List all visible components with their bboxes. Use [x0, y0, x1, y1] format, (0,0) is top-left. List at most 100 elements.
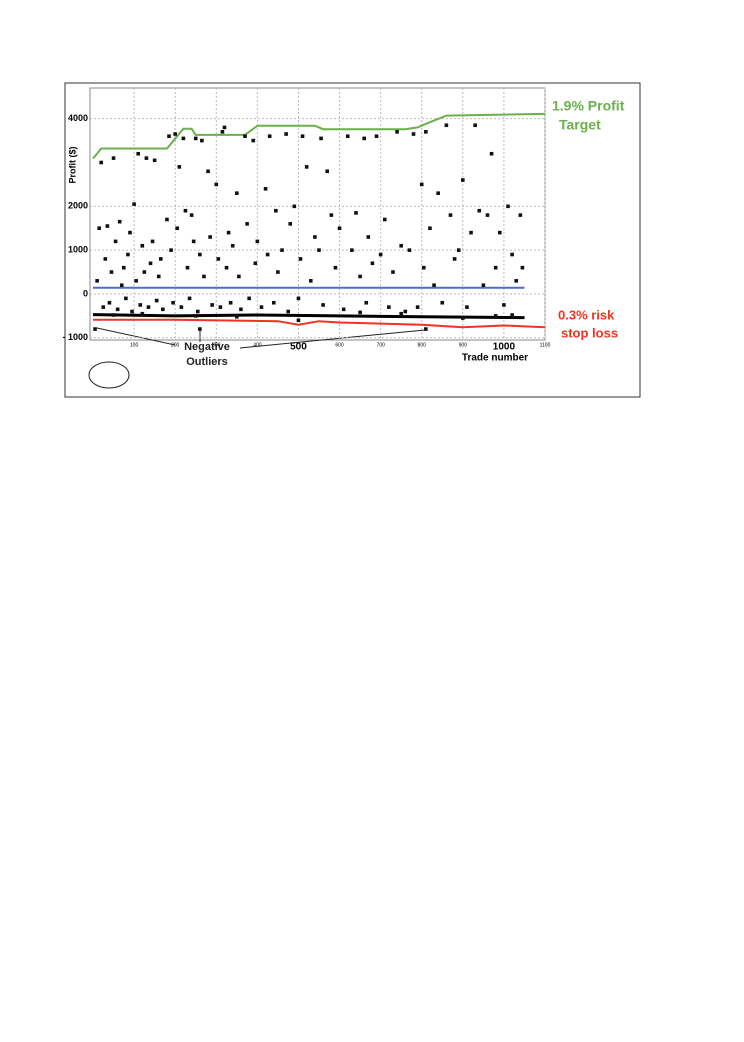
pointer-arrow	[239, 329, 426, 349]
point	[142, 270, 147, 274]
point	[469, 230, 473, 235]
point	[274, 208, 278, 213]
point	[134, 279, 138, 283]
point	[187, 296, 192, 301]
point	[325, 169, 330, 174]
point	[403, 309, 408, 314]
point	[224, 265, 229, 270]
point	[181, 136, 186, 141]
line	[92, 112, 546, 160]
point	[126, 252, 130, 257]
point	[148, 261, 153, 266]
point	[253, 261, 258, 266]
x-axis-label: Trade number	[462, 353, 528, 364]
point	[152, 158, 157, 163]
point	[111, 156, 116, 160]
point	[461, 316, 465, 320]
point	[218, 305, 223, 309]
point	[267, 134, 272, 139]
point	[251, 138, 256, 143]
point	[210, 303, 214, 307]
point	[477, 208, 482, 213]
point	[216, 257, 221, 261]
point	[502, 303, 506, 307]
point	[456, 248, 461, 252]
circle-mark	[88, 361, 130, 389]
point	[272, 300, 276, 305]
point	[391, 270, 395, 274]
point	[95, 279, 99, 283]
point	[239, 307, 243, 312]
point	[193, 314, 198, 318]
point	[321, 303, 325, 307]
point	[300, 134, 305, 139]
point	[259, 305, 264, 309]
point	[144, 156, 149, 160]
annotation: Outliers	[186, 356, 228, 368]
point	[276, 270, 280, 274]
point	[230, 243, 235, 248]
point	[465, 305, 469, 309]
point	[419, 182, 424, 187]
point	[350, 248, 354, 252]
point	[255, 239, 260, 244]
point	[97, 226, 101, 231]
point	[319, 136, 323, 141]
point	[286, 309, 290, 314]
point	[200, 138, 204, 143]
y-tick-label: 4000	[68, 113, 88, 123]
point	[485, 213, 490, 217]
point	[444, 123, 449, 128]
point	[436, 191, 440, 195]
y-axis-label: Profit ($)	[67, 146, 77, 183]
point	[415, 305, 420, 309]
y-tick-label: 2000	[68, 201, 88, 211]
point	[354, 211, 358, 215]
point	[154, 298, 159, 303]
x-tick-label: 500	[290, 342, 307, 353]
point	[265, 252, 270, 257]
point	[101, 305, 106, 309]
point	[424, 327, 428, 331]
x-tick-label: 800	[418, 342, 427, 348]
point	[177, 165, 182, 169]
point	[109, 270, 114, 274]
point	[378, 252, 383, 257]
point	[226, 230, 231, 235]
x-tick-label: 200	[171, 342, 180, 348]
point	[473, 123, 477, 128]
point	[498, 230, 502, 235]
point	[358, 310, 362, 315]
point	[173, 132, 177, 136]
annotation: 0.3% risk	[558, 307, 615, 322]
point	[193, 136, 198, 141]
y-tick-label: - 1000	[62, 332, 88, 342]
point	[440, 300, 445, 305]
point	[366, 235, 371, 239]
x-tick-label: 300	[212, 342, 221, 348]
point	[159, 257, 163, 261]
y-tick-label: 0	[83, 288, 88, 298]
x-tick-label: 900	[459, 342, 468, 348]
point	[304, 165, 309, 169]
point	[493, 265, 498, 270]
point	[280, 248, 284, 252]
point	[165, 217, 169, 222]
point	[506, 204, 510, 209]
point	[99, 160, 104, 165]
annotation: Target	[559, 117, 601, 133]
point	[520, 265, 525, 270]
point	[399, 311, 403, 316]
point	[362, 136, 366, 141]
point	[308, 279, 313, 283]
point	[146, 305, 151, 309]
point	[296, 296, 301, 301]
point	[452, 257, 457, 261]
point	[150, 239, 155, 244]
point	[424, 130, 428, 134]
point	[461, 178, 465, 182]
point	[243, 134, 247, 139]
point	[374, 134, 379, 139]
x-tick-label: 100	[130, 342, 139, 348]
